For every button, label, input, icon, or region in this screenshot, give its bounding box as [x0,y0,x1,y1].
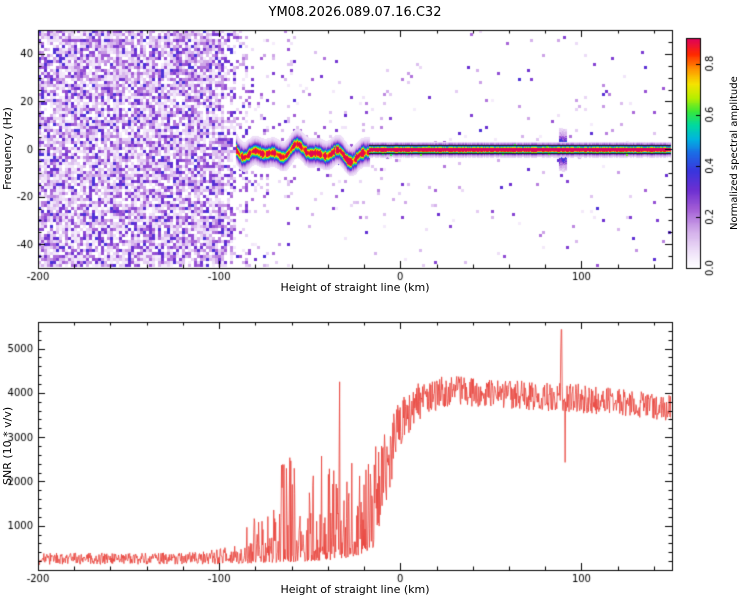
figure-title: YM08.2026.089.07.16.C32 [268,5,442,20]
spectrogram-x-axis-label: Height of straight line (km) [280,281,430,294]
snr-y-axis-label: SNR (10 * v/v) [1,406,14,486]
spectrogram-y-axis-label: Frequency (Hz) [1,107,14,191]
colorbar-label: Normalized spectral amplitude [729,76,740,230]
snr-x-axis-label: Height of straight line (km) [280,583,430,596]
